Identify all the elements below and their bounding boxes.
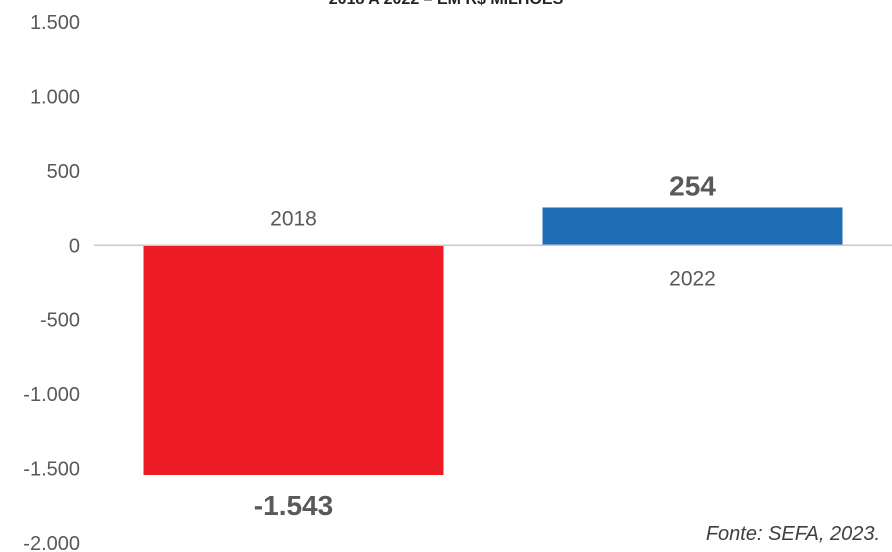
y-tick-label: -1.000	[23, 384, 80, 406]
y-tick-label: 1.500	[30, 12, 80, 34]
bar-2022	[542, 207, 843, 246]
y-tick-label: 1.000	[30, 86, 80, 108]
value-label-2022: 254	[669, 170, 716, 201]
y-tick-label: -500	[40, 310, 80, 332]
value-label-2018: -1.543	[254, 490, 333, 521]
bar-labels-group: 2018 -1.543 2022 254	[254, 170, 716, 520]
y-tick-label: 500	[47, 161, 80, 183]
chart-title: 2018 A 2022 – EM R$ MILHÕES	[0, 0, 892, 9]
bar-2018	[143, 245, 444, 475]
bars-group	[143, 207, 843, 475]
category-label-2018: 2018	[270, 207, 317, 230]
category-label-2022: 2022	[669, 267, 716, 290]
y-tick-label: -1.500	[23, 459, 80, 481]
y-tick-label: -2.000	[23, 533, 80, 552]
source-note: Fonte: SEFA, 2023.	[705, 523, 880, 545]
y-axis-tick-labels: 1.500 1.000 500 0 -500 -1.000 -1.500 -2.000	[23, 12, 80, 552]
y-tick-label: 0	[69, 235, 80, 257]
